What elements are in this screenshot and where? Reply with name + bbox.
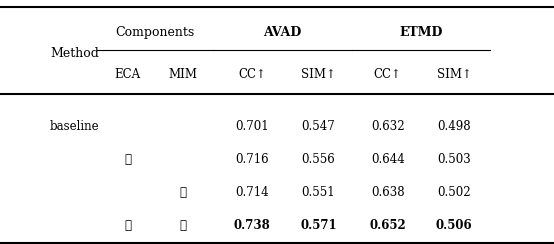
- Text: Method: Method: [50, 47, 99, 60]
- Text: 0.632: 0.632: [371, 120, 404, 133]
- Text: ECA: ECA: [114, 68, 141, 81]
- Text: 0.502: 0.502: [438, 186, 471, 199]
- Text: SIM↑: SIM↑: [437, 68, 471, 81]
- Text: 0.738: 0.738: [234, 219, 270, 232]
- Text: CC↑: CC↑: [374, 68, 402, 81]
- Text: AVAD: AVAD: [263, 26, 302, 40]
- Text: ETMD: ETMD: [399, 26, 443, 40]
- Text: 0.701: 0.701: [235, 120, 269, 133]
- Text: 0.644: 0.644: [371, 153, 404, 166]
- Text: SIM↑: SIM↑: [301, 68, 336, 81]
- Text: ✓: ✓: [124, 153, 131, 166]
- Text: Components: Components: [115, 26, 195, 40]
- Text: 0.652: 0.652: [370, 219, 406, 232]
- Text: 0.556: 0.556: [302, 153, 335, 166]
- Text: ✓: ✓: [124, 219, 131, 232]
- Text: 0.506: 0.506: [436, 219, 473, 232]
- Text: MIM: MIM: [168, 68, 197, 81]
- Text: 0.716: 0.716: [235, 153, 269, 166]
- Text: ✓: ✓: [179, 219, 186, 232]
- Text: 0.547: 0.547: [302, 120, 335, 133]
- Text: baseline: baseline: [50, 120, 100, 133]
- Text: 0.551: 0.551: [302, 186, 335, 199]
- Text: ✓: ✓: [179, 186, 186, 199]
- Text: CC↑: CC↑: [238, 68, 266, 81]
- Text: 0.714: 0.714: [235, 186, 269, 199]
- Text: 0.638: 0.638: [371, 186, 404, 199]
- Text: 0.498: 0.498: [438, 120, 471, 133]
- Text: 0.503: 0.503: [438, 153, 471, 166]
- Text: 0.571: 0.571: [300, 219, 337, 232]
